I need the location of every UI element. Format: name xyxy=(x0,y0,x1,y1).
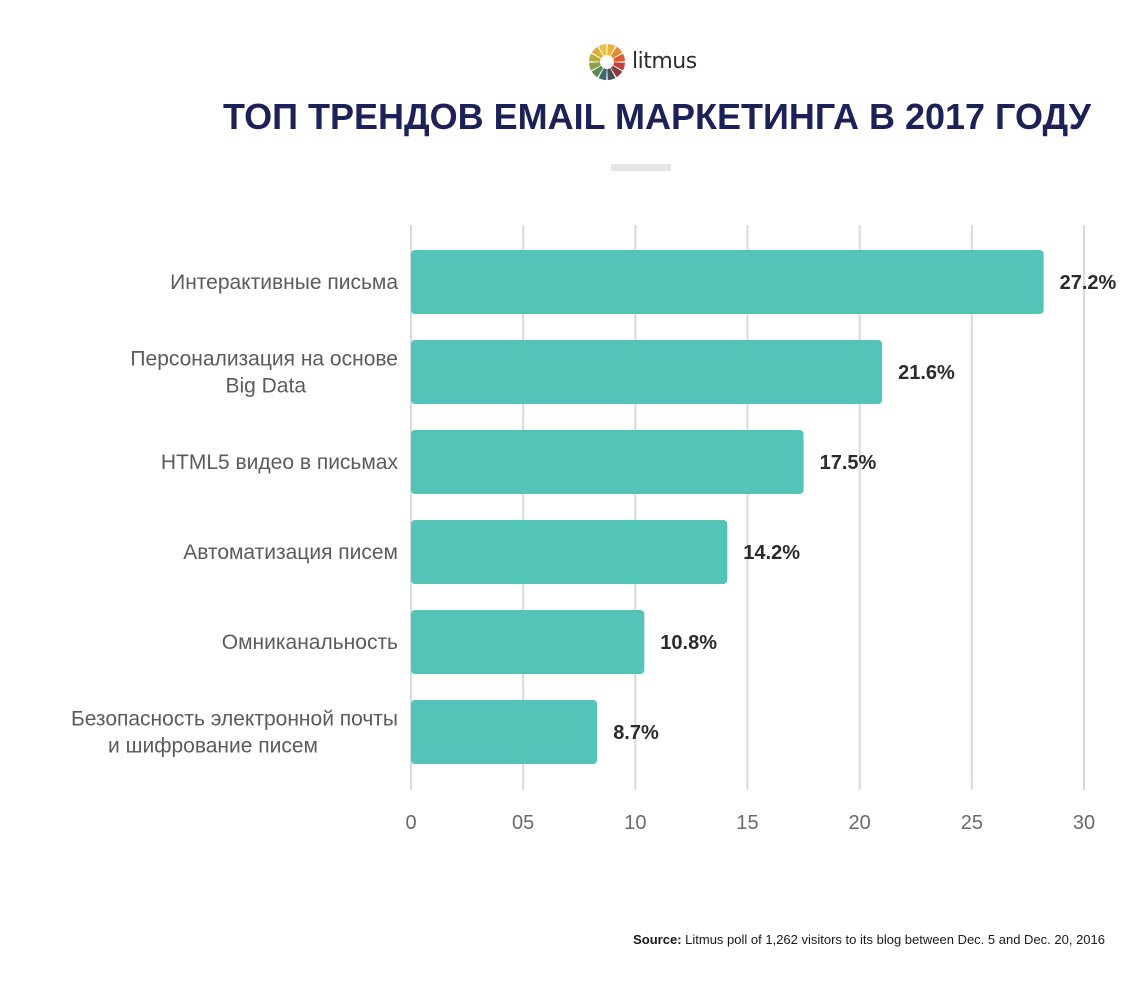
logo-segment xyxy=(591,46,604,59)
x-tick-label: 25 xyxy=(961,812,983,834)
x-tick-label: 30 xyxy=(1073,812,1095,834)
bar-chart: 0 05 10 15 20 25 30 27.2% Интерактивные письма 21… xyxy=(71,225,1117,834)
data-label: 27.2% xyxy=(1060,272,1117,294)
x-tick-label: 10 xyxy=(624,812,646,834)
bar xyxy=(411,340,883,404)
page-title: ТОП ТРЕНДОВ EMAIL МАРКЕТИНГА В 2017 ГОДУ xyxy=(223,96,1091,137)
logo-segment xyxy=(591,65,604,78)
category-label-line: HTML5 видео в письмах xyxy=(161,451,399,474)
logo-segment xyxy=(598,44,607,56)
litmus-sunburst-logo-icon xyxy=(589,44,625,80)
category-label: Персонализация на основе Big Data xyxy=(130,348,398,398)
category-label: Автоматизация писем xyxy=(183,541,398,564)
category-label-line: Автоматизация писем xyxy=(183,541,398,564)
data-label: 21.6% xyxy=(898,362,955,384)
category-label: Безопасность электронной почты и шифрован… xyxy=(71,708,398,758)
data-label: 10.8% xyxy=(660,632,717,654)
logo-segment xyxy=(598,68,607,80)
category-label-line: Интерактивные письма xyxy=(170,271,398,294)
category-label: HTML5 видео в письмах xyxy=(161,451,399,474)
litmus-logo: litmus xyxy=(588,43,697,81)
category-label: Интерактивные письма xyxy=(170,271,398,294)
x-tick-label: 0 xyxy=(405,812,416,834)
data-label: 14.2% xyxy=(743,542,800,564)
x-tick-label: 05 xyxy=(512,812,534,834)
data-label: 17.5% xyxy=(820,452,877,474)
source-label: Source: xyxy=(633,932,682,947)
logo-segment xyxy=(610,65,623,78)
logo-segment xyxy=(610,46,623,59)
x-tick-label: 20 xyxy=(849,812,871,834)
category-label-line: Big Data xyxy=(225,375,306,398)
bar xyxy=(411,610,645,674)
category-label-line: Омниканальность xyxy=(222,631,398,654)
bar xyxy=(411,430,804,494)
source-note: Source: Litmus poll of 1,262 visitors to… xyxy=(633,932,1105,947)
bar xyxy=(411,520,728,584)
logo-text: litmus xyxy=(632,49,697,74)
category-label: Омниканальность xyxy=(222,631,398,654)
source-text: Litmus poll of 1,262 visitors to its blo… xyxy=(681,932,1105,947)
data-label: 8.7% xyxy=(613,722,659,744)
category-label-line: Безопасность электронной почты xyxy=(71,708,398,731)
logo-segment xyxy=(589,62,601,71)
x-tick-label: 15 xyxy=(736,812,758,834)
logo-segment xyxy=(607,44,616,56)
logo-segment xyxy=(607,68,616,80)
bar xyxy=(411,250,1044,314)
logo-segment xyxy=(613,53,625,62)
logo-segment xyxy=(589,53,601,62)
title-underline xyxy=(611,164,671,171)
bar xyxy=(411,700,598,764)
category-label-line: Персонализация на основе xyxy=(130,348,398,371)
logo-segment xyxy=(613,62,625,71)
category-label-line: и шифрование писем xyxy=(108,735,318,758)
